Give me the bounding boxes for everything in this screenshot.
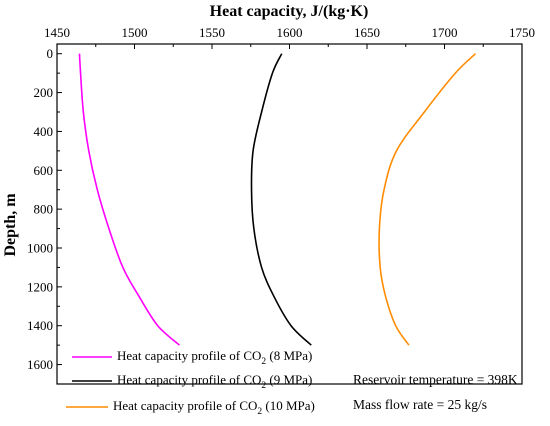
x-axis-title: Heat capacity, J/(kg·K)	[210, 3, 369, 20]
y-tick-label: 1000	[27, 241, 53, 256]
x-tick-label: 1600	[277, 25, 303, 40]
annotation-reservoir-temperature: Reservoir temperature = 398K	[353, 372, 518, 387]
plot-area-border	[56, 43, 523, 385]
series-line-1	[78, 53, 180, 346]
x-axis-ticks: 1450 1500 1550 1600 1650 1700 1750	[44, 25, 535, 49]
annotation-mass-flow-rate: Mass flow rate = 25 kg/s	[353, 397, 487, 412]
legend-label-2: Heat capacity profile of CO2 (9 MPa)	[117, 372, 312, 391]
y-tick-label: 600	[34, 163, 54, 178]
series-lines	[78, 53, 477, 346]
y-tick-label: 1200	[27, 279, 53, 294]
y-tick-label: 0	[47, 46, 54, 61]
legend-label-3: Heat capacity profile of CO2 (10 MPa)	[113, 398, 315, 417]
x-tick-label: 1550	[199, 25, 225, 40]
series-line-3	[378, 53, 477, 346]
x-tick-label: 1700	[432, 25, 458, 40]
annotations: Reservoir temperature = 398K Mass flow r…	[353, 372, 518, 412]
y-tick-label: 400	[34, 124, 54, 139]
legend: Heat capacity profile of CO2 (8 MPa) Heat…	[66, 348, 315, 417]
plot-frame	[56, 43, 523, 385]
y-tick-label: 1600	[27, 357, 53, 372]
y-tick-label: 200	[34, 85, 54, 100]
y-tick-label: 1400	[27, 318, 53, 333]
y-axis-title: Depth, m	[2, 193, 19, 257]
y-axis-ticks: 0 200 400 600 800 1000 1200 1400 1600	[27, 46, 62, 372]
x-tick-label: 1500	[122, 25, 148, 40]
x-tick-label: 1450	[44, 25, 70, 40]
x-tick-label: 1750	[509, 25, 535, 40]
y-tick-label: 800	[34, 202, 54, 217]
legend-label-1: Heat capacity profile of CO2 (8 MPa)	[117, 348, 312, 367]
x-tick-label: 1650	[354, 25, 380, 40]
series-line-2	[250, 53, 312, 346]
